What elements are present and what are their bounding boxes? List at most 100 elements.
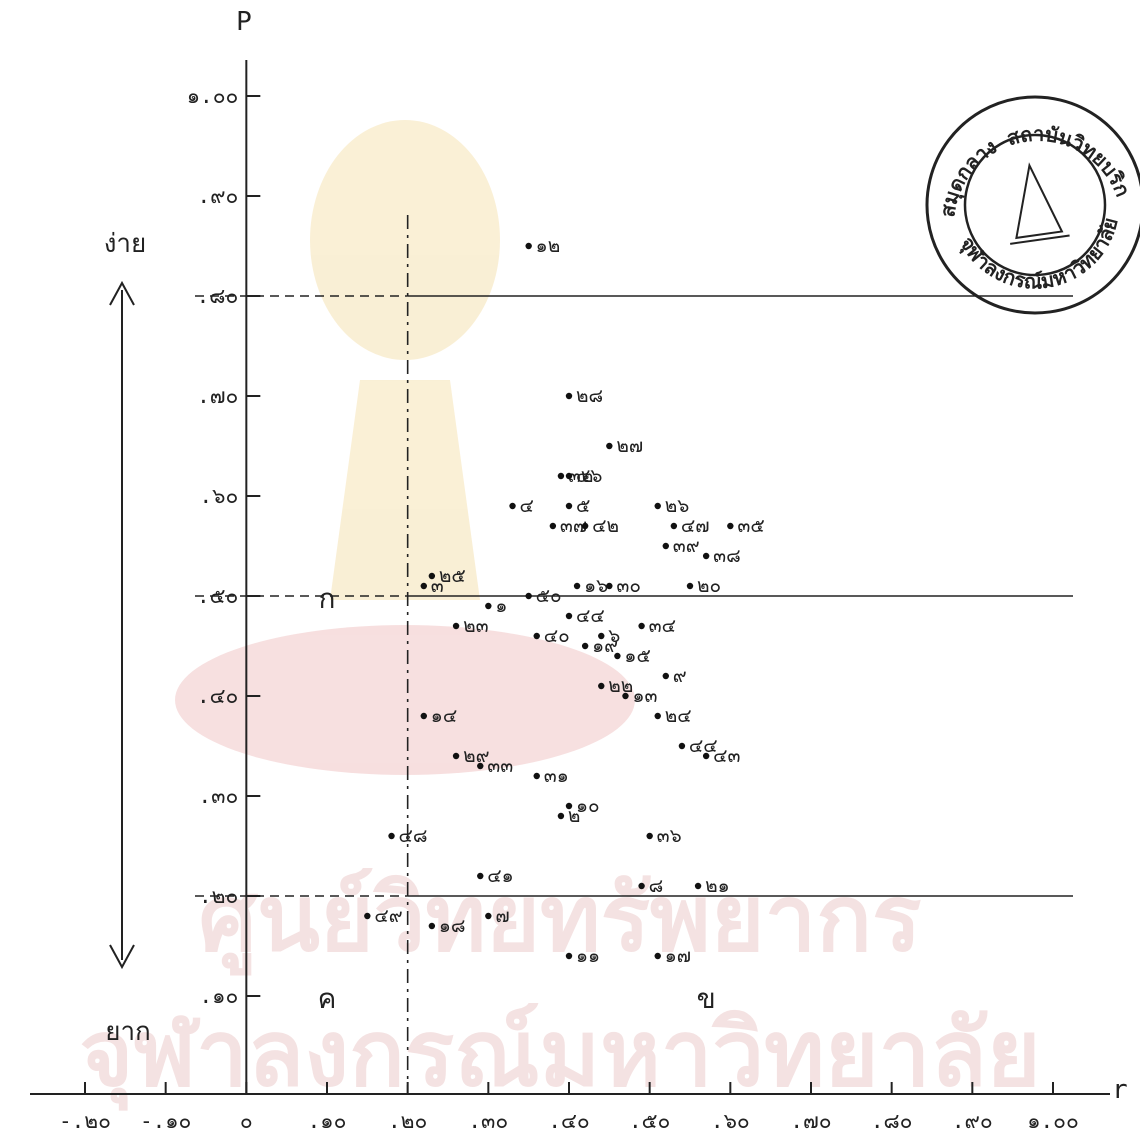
data-point-label: ๔: [520, 495, 534, 517]
data-point: ๖: [598, 625, 620, 647]
y-tick-label: .๓๐: [199, 784, 239, 808]
data-point: ๔๔: [565, 605, 605, 627]
x-tick-label: .๗๐: [790, 1109, 831, 1133]
data-point-dot: [565, 392, 573, 400]
region-label: ข: [697, 982, 716, 1015]
data-point-dot: [646, 832, 653, 840]
data-point-dot: [702, 752, 710, 760]
y-tick-label: .๗๐: [197, 384, 238, 408]
data-point-dot: [670, 522, 678, 530]
data-point-dot: [525, 592, 532, 600]
x-tick-label: .๑๐: [308, 1109, 347, 1133]
data-point-dot: [654, 952, 661, 960]
data-point-label: ๑๗: [665, 945, 691, 967]
data-point: ๑๔: [420, 705, 457, 727]
data-point: ๒๖: [654, 495, 690, 517]
data-point: ๒: [557, 805, 581, 827]
data-point-dot: [525, 242, 532, 250]
data-point: ๑๘: [428, 915, 466, 937]
watermark-line-2: จุฬาลงกรณ์มหาวิทยาลัย: [79, 1000, 1040, 1111]
data-point-label: ๔๔: [576, 605, 605, 627]
data-point-dot: [485, 602, 492, 610]
data-point: ๒๙: [452, 745, 490, 767]
data-point-label: ๒๘: [576, 385, 603, 407]
data-point-dot: [686, 582, 694, 590]
data-point-label: ๓๐: [616, 575, 641, 597]
data-point-dot: [654, 502, 661, 510]
data-point: ๓๑: [533, 765, 569, 787]
data-point-dot: [678, 742, 686, 750]
data-point: ๔๗: [670, 515, 710, 537]
data-point-label: ๔๙: [374, 905, 402, 927]
data-point-dot: [485, 912, 492, 920]
data-point: ๑: [485, 595, 507, 617]
data-point: ๗: [485, 905, 510, 927]
data-point-dot: [420, 712, 427, 720]
data-point-dot: [428, 572, 436, 580]
data-point: ๓๙: [662, 535, 700, 557]
data-point: ๑๙: [581, 635, 618, 657]
data-point-label: ๘: [649, 875, 664, 897]
data-point-dot: [638, 622, 645, 630]
x-axis-title: r: [1112, 1075, 1128, 1105]
data-point-label: ๒: [568, 805, 581, 827]
data-point-dot: [565, 952, 573, 960]
watermark-sun-emblem: [310, 120, 500, 360]
data-point-label: ๒๖: [665, 495, 690, 517]
data-point-label: ๑๘: [439, 915, 466, 937]
data-point-label: ๒๑: [705, 875, 730, 897]
data-point: ๓๒: [557, 465, 593, 487]
data-point-dot: [702, 552, 710, 560]
x-tick-label: .๖๐: [711, 1109, 750, 1133]
data-point-dot: [452, 752, 460, 760]
data-point: ๙: [662, 665, 687, 687]
y-tick-label: .๑๐: [200, 984, 239, 1008]
data-point-dot: [654, 712, 661, 720]
data-point-label: ๔๔: [689, 735, 718, 757]
data-point-label: ๑๒: [536, 235, 561, 257]
data-point-dot: [606, 442, 613, 450]
stamp-outer-ring: [925, 95, 1140, 315]
data-point-dot: [565, 502, 573, 510]
data-point: ๑๕: [614, 645, 651, 667]
data-point-dot: [428, 922, 436, 930]
y-axis-title: P: [236, 7, 252, 37]
data-point: ๔๐: [533, 625, 570, 647]
data-point-label: ๒๕: [439, 565, 466, 587]
data-point-dot: [662, 542, 669, 550]
data-point: ๑๑: [565, 945, 600, 967]
data-point: ๓๗: [549, 515, 587, 537]
x-tick-label: .๕๐: [629, 1109, 670, 1133]
data-point: ๒๐: [686, 575, 721, 597]
region-label: ค: [318, 982, 337, 1015]
x-tick-label: .๒๐: [388, 1109, 427, 1133]
data-point: ๔๙: [364, 905, 403, 927]
data-point: ๕: [565, 495, 590, 517]
data-point: ๒๒: [598, 675, 633, 697]
data-point: ๔๔: [678, 735, 718, 757]
data-point-dot: [565, 612, 573, 620]
data-point: ๓๘: [702, 545, 741, 567]
x-tick-label: .๘๐: [871, 1109, 913, 1133]
data-point-label: ๖: [608, 625, 620, 647]
data-point: ๒๗: [606, 435, 643, 457]
data-point-label: ๓๗: [560, 515, 587, 537]
data-point-dot: [727, 522, 734, 530]
data-point-label: ๑๔: [431, 705, 457, 727]
data-point-dot: [598, 632, 605, 640]
data-point-dot: [557, 812, 565, 820]
y-tick-label: .๙๐: [197, 184, 238, 208]
data-point-dot: [533, 772, 540, 780]
watermark-base-emblem: [175, 625, 635, 775]
data-point-label: ๔๒: [592, 515, 619, 537]
data-point-dot: [549, 522, 557, 530]
data-point-dot: [388, 832, 395, 840]
y-tick-label: .๔๐: [197, 684, 238, 708]
data-point-dot: [606, 582, 613, 590]
data-point: ๒๕: [428, 565, 466, 587]
stamp-inner-ring: [963, 133, 1107, 277]
data-point-label: ๑๑: [576, 945, 600, 967]
data-point-dot: [565, 802, 573, 810]
data-point-label: ๓๖: [657, 825, 682, 847]
